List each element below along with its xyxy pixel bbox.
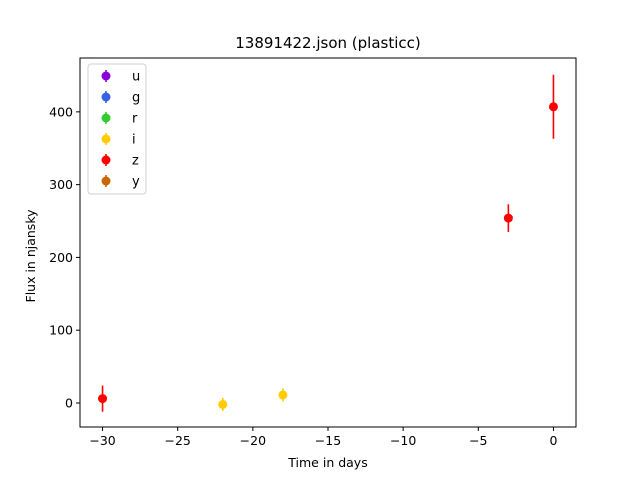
data-point-i <box>278 390 288 400</box>
x-tick-label: 0 <box>549 433 557 448</box>
data-point-z <box>548 102 558 112</box>
legend-label-r: r <box>132 112 138 127</box>
y-tick-label: 300 <box>49 177 73 192</box>
x-tick-label: −10 <box>390 433 416 448</box>
legend-marker-r <box>101 113 111 123</box>
x-tick-label: −30 <box>89 433 115 448</box>
legend-label-y: y <box>132 175 140 190</box>
legend-marker-g <box>101 92 111 102</box>
y-tick-label: 0 <box>65 395 73 410</box>
x-tick-label: −15 <box>315 433 341 448</box>
plot-area <box>79 57 577 428</box>
y-tick-label: 200 <box>49 250 73 265</box>
legend-marker-z <box>101 155 111 165</box>
legend-label-z: z <box>132 154 139 169</box>
legend-marker-i <box>101 134 111 144</box>
data-point-z <box>503 213 513 223</box>
x-tick-label: −20 <box>240 433 266 448</box>
data-point-i <box>218 399 228 409</box>
legend-marker-u <box>101 71 111 81</box>
data-point-z <box>98 394 108 404</box>
legend-label-u: u <box>132 70 140 85</box>
x-tick-label: −5 <box>469 433 487 448</box>
x-tick-label: −25 <box>165 433 191 448</box>
y-axis-label: Flux in njansky <box>23 209 38 303</box>
legend-label-i: i <box>132 133 136 148</box>
plot-frame <box>79 57 577 428</box>
legend-marker-y <box>101 176 111 186</box>
x-axis: −30 −25 −20 −15 −10 −5 0 <box>89 427 557 448</box>
y-axis: 0 100 200 300 400 <box>49 104 80 410</box>
legend-label-g: g <box>132 91 140 106</box>
chart-title: 13891422.json (plasticc) <box>235 34 421 52</box>
x-axis-label: Time in days <box>287 455 367 470</box>
y-tick-label: 400 <box>49 104 73 119</box>
y-tick-label: 100 <box>49 323 73 338</box>
